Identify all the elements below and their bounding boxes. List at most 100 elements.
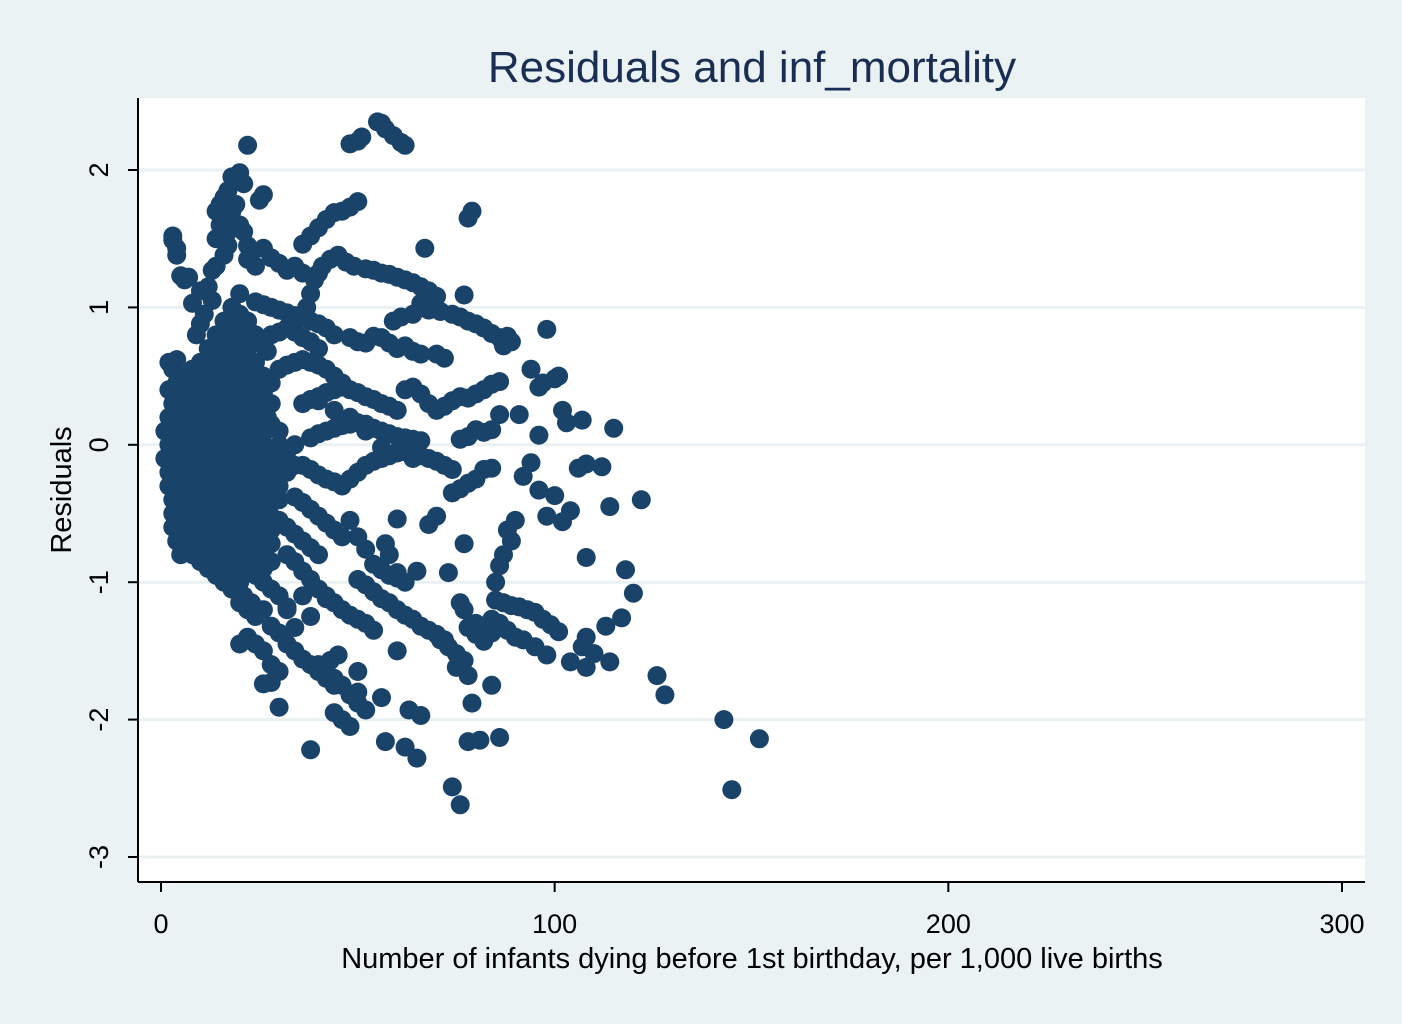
data-point <box>454 534 474 554</box>
data-point <box>529 425 549 445</box>
data-point <box>167 350 187 370</box>
x-tick-label: 300 <box>1319 909 1364 939</box>
data-point <box>348 682 368 702</box>
data-point <box>309 545 328 565</box>
data-point <box>226 414 246 434</box>
data-point <box>238 135 258 155</box>
data-point <box>340 407 360 427</box>
data-point <box>411 706 431 725</box>
data-point <box>450 795 470 815</box>
data-point <box>568 458 588 478</box>
data-point <box>442 460 462 479</box>
data-point <box>293 586 313 606</box>
data-point <box>454 285 474 305</box>
axes: 0 100 200 300 -3 -2 -1 0 1 2 <box>84 98 1365 939</box>
data-point <box>230 634 250 654</box>
data-point <box>407 748 427 768</box>
data-point <box>749 729 769 749</box>
data-point <box>553 512 572 532</box>
data-point <box>167 245 187 265</box>
x-tick-label: 100 <box>532 909 577 939</box>
data-point <box>600 652 620 672</box>
data-point <box>340 134 360 154</box>
data-point <box>202 291 222 310</box>
data-point <box>261 520 281 540</box>
data-point <box>238 339 258 359</box>
data-point <box>301 607 321 626</box>
data-point <box>309 391 328 411</box>
data-point <box>301 740 321 760</box>
data-point <box>194 414 214 434</box>
data-point <box>560 652 580 672</box>
data-point <box>285 435 305 455</box>
data-points <box>155 112 769 815</box>
data-point <box>202 449 222 468</box>
data-point <box>293 234 313 254</box>
data-point <box>253 674 273 694</box>
data-point <box>494 336 513 356</box>
data-point <box>234 400 254 420</box>
data-point <box>486 572 506 592</box>
data-point <box>186 325 206 345</box>
x-tick-label: 200 <box>926 909 971 939</box>
data-point <box>285 455 305 475</box>
data-point <box>576 548 596 567</box>
data-point <box>442 777 462 797</box>
data-point <box>647 666 667 686</box>
data-point <box>584 644 604 664</box>
data-point <box>458 666 478 686</box>
data-point <box>269 490 289 510</box>
data-point <box>616 560 635 580</box>
data-point <box>179 267 199 287</box>
data-point <box>261 506 281 526</box>
y-axis-label: Residuals <box>46 426 78 553</box>
data-point <box>529 480 549 500</box>
data-point <box>470 730 490 750</box>
data-point <box>375 732 395 752</box>
y-tick-label: -2 <box>84 708 114 732</box>
data-point <box>226 194 246 214</box>
data-point <box>387 563 407 583</box>
data-point <box>450 429 470 449</box>
data-point <box>179 421 199 441</box>
data-point <box>458 208 478 228</box>
data-point <box>202 260 222 280</box>
data-point <box>714 710 734 730</box>
data-point <box>379 545 399 565</box>
data-point <box>324 675 344 695</box>
data-point <box>348 662 368 681</box>
data-point <box>324 703 344 723</box>
data-point <box>466 624 486 644</box>
y-tick-label: 0 <box>84 437 114 452</box>
data-point <box>415 238 435 258</box>
data-point <box>269 421 289 441</box>
y-tick-label: 2 <box>84 162 114 177</box>
data-point <box>242 462 261 482</box>
data-point <box>387 509 407 529</box>
data-point <box>387 400 407 420</box>
data-point <box>163 517 183 537</box>
data-point <box>395 380 415 400</box>
data-point <box>509 405 529 425</box>
data-point <box>411 431 431 451</box>
data-point <box>316 586 336 606</box>
data-point <box>171 407 191 427</box>
data-point <box>324 400 344 420</box>
data-point <box>249 190 269 210</box>
data-point <box>549 366 569 386</box>
data-point <box>387 442 407 462</box>
data-point <box>521 453 541 473</box>
data-point <box>576 657 596 677</box>
data-point <box>387 641 407 661</box>
data-point <box>600 497 620 517</box>
data-point <box>383 311 403 331</box>
data-point <box>490 556 510 576</box>
data-point <box>403 304 423 324</box>
data-point <box>537 506 557 526</box>
data-point <box>545 486 565 506</box>
data-point <box>261 373 281 393</box>
data-point <box>234 174 254 194</box>
data-point <box>372 688 391 708</box>
data-point <box>309 339 328 359</box>
